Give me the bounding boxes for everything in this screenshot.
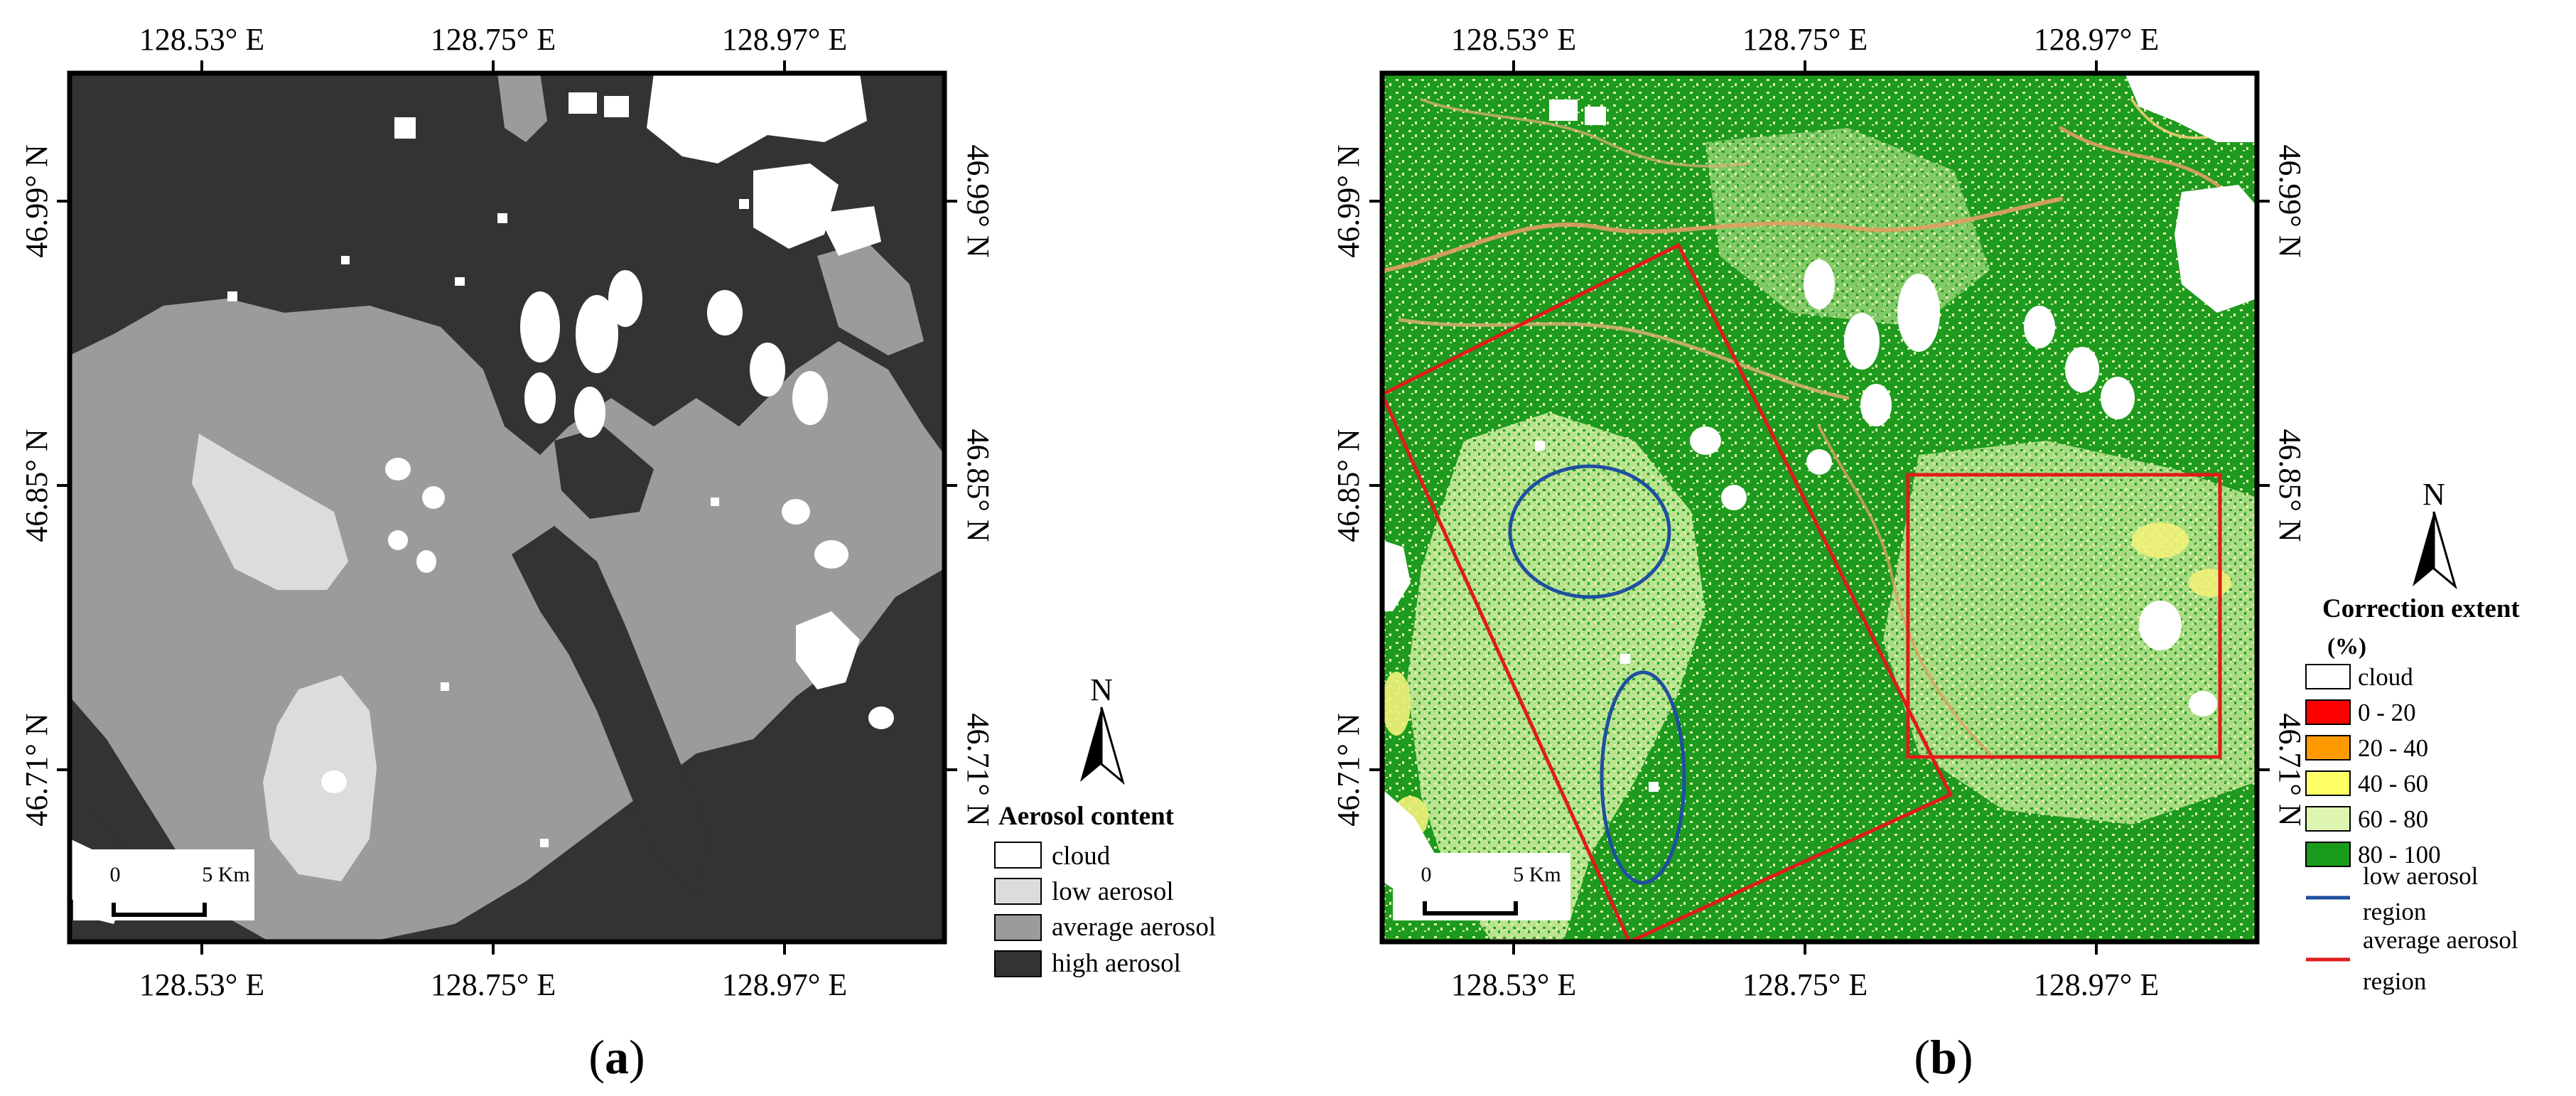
map-a-scale-bar: 0 5 Km — [73, 849, 254, 920]
map-b — [1382, 73, 2257, 942]
map-b-top-tick-3: 128.97° E — [2034, 22, 2159, 57]
caption-a: (a) — [588, 1030, 645, 1084]
map-b-ticks — [1369, 60, 2270, 955]
map-a-ticks — [57, 60, 957, 955]
high-aerosol-center — [554, 426, 654, 519]
legend-swatch-40-60 — [2305, 770, 2351, 796]
map-a-north-arrow-icon: N — [1080, 672, 1125, 785]
legend-swatch-cloud-b — [2305, 664, 2351, 689]
map-b-left-tick-2: 46.85° N — [1331, 429, 1366, 542]
map-b-bottom-tick-1: 128.53° E — [1451, 967, 1576, 1002]
map-a-top-tick-2: 128.75° E — [431, 22, 556, 57]
map-a-legend-item-4: high aerosol — [1052, 949, 1181, 978]
legend-swatch-cloud — [994, 842, 1042, 869]
map-b-legend-item-6: 80 - 100 — [2358, 841, 2441, 869]
map-b-frame — [1379, 70, 2260, 945]
map-b-legend-line-1-b: region — [2363, 898, 2426, 925]
correction-60-80-zone-east — [1883, 441, 2257, 824]
average-aerosol-region-box-2 — [1906, 473, 2222, 759]
map-a-top-tick-1: 128.53° E — [139, 22, 264, 57]
map-b-legend-line-2-b: region — [2363, 967, 2426, 995]
map-b-legend-unit: (%) — [2327, 634, 2366, 660]
legend-swatch-low — [994, 878, 1042, 905]
map-a-scale-start: 0 — [110, 863, 121, 886]
average-aerosol-east — [817, 242, 924, 355]
map-b-north-label: N — [2423, 477, 2445, 512]
map-b-left-tick-1: 46.99° N — [1331, 144, 1366, 257]
map-b-legend-title: Correction extent — [2322, 594, 2520, 623]
map-b-scale-end: 5 Km — [1513, 863, 1561, 886]
high-aerosol-valley — [512, 526, 711, 896]
map-b-bottom-tick-3: 128.97° E — [2034, 967, 2159, 1002]
map-b-top-tick-1: 128.53° E — [1451, 22, 1576, 57]
map-a-left-tick-1: 46.99° N — [19, 144, 54, 257]
legend-swatch-80-100 — [2305, 842, 2351, 867]
map-b-legend-line-1-a: low aerosol — [2363, 862, 2479, 890]
average-aerosol-region-box-1 — [1382, 242, 1953, 942]
map-b-bottom-tick-2: 128.75° E — [1742, 967, 1868, 1002]
map-b-legend-line-2-a: average aerosol — [2363, 926, 2518, 954]
map-a-legend: Aerosol content cloud low aerosol averag… — [994, 802, 1216, 978]
map-b-right-tick-2: 46.85° N — [2273, 429, 2307, 542]
map-b-right-tick-1: 46.99° N — [2273, 144, 2307, 257]
map-a-bottom-tick-3: 128.97° E — [722, 967, 847, 1002]
low-aerosol-south — [263, 675, 377, 881]
low-aerosol-north — [192, 434, 348, 590]
correction-60-80-zone — [1407, 412, 1705, 942]
map-b-scale-start: 0 — [1421, 863, 1432, 886]
low-aerosol-region-ellipse-1 — [1508, 464, 1671, 599]
map-a-north-label: N — [1090, 672, 1113, 707]
caption-b: (b) — [1914, 1030, 1973, 1084]
map-a-left-tick-2: 46.85° N — [19, 429, 54, 542]
legend-swatch-average — [994, 914, 1042, 941]
map-b-legend-item-3: 20 - 40 — [2358, 734, 2428, 762]
map-a-legend-item-3: average aerosol — [1052, 913, 1216, 942]
legend-swatch-20-40 — [2305, 735, 2351, 761]
map-a — [70, 73, 944, 942]
map-a-bottom-tick-1: 128.53° E — [139, 967, 264, 1002]
map-a-right-tick-3: 46.71° N — [961, 713, 996, 826]
map-a-legend-item-1: cloud — [1052, 842, 1111, 871]
map-b-scale-bar: 0 5 Km — [1393, 853, 1570, 920]
map-a-scale-end: 5 Km — [202, 863, 250, 886]
legend-swatch-60-80 — [2305, 806, 2351, 832]
map-b-legend-item-2: 0 - 20 — [2358, 699, 2416, 726]
clouds-a — [70, 73, 894, 924]
legend-swatch-high — [994, 950, 1042, 977]
map-b-left-tick-3: 46.71° N — [1331, 713, 1366, 826]
map-b-legend-item-4: 40 - 60 — [2358, 770, 2428, 797]
map-a-right-tick-1: 46.99° N — [961, 144, 996, 257]
map-b-right-tick-3: 46.71° N — [2273, 713, 2307, 826]
map-b-top-tick-2: 128.75° E — [1742, 22, 1868, 57]
map-a-right-tick-2: 46.85° N — [961, 429, 996, 542]
average-aerosol-north — [497, 73, 547, 142]
map-b-north-arrow-icon: N — [2413, 477, 2457, 590]
map-a-legend-title: Aerosol content — [998, 802, 1175, 831]
map-a-left-tick-3: 46.71° N — [19, 713, 54, 826]
low-aerosol-region-ellipse-2 — [1600, 670, 1686, 885]
map-b-legend: Correction extent (%) cloud 0 - 20 20 - … — [2305, 594, 2520, 995]
map-a-bottom-tick-2: 128.75° E — [431, 967, 556, 1002]
map-a-legend-item-2: low aerosol — [1052, 877, 1174, 906]
legend-swatch-0-20 — [2305, 699, 2351, 725]
map-b-legend-item-5: 60 - 80 — [2358, 805, 2428, 833]
map-b-legend-item-1: cloud — [2358, 663, 2413, 691]
map-a-frame — [67, 70, 947, 945]
map-a-top-tick-3: 128.97° E — [722, 22, 847, 57]
